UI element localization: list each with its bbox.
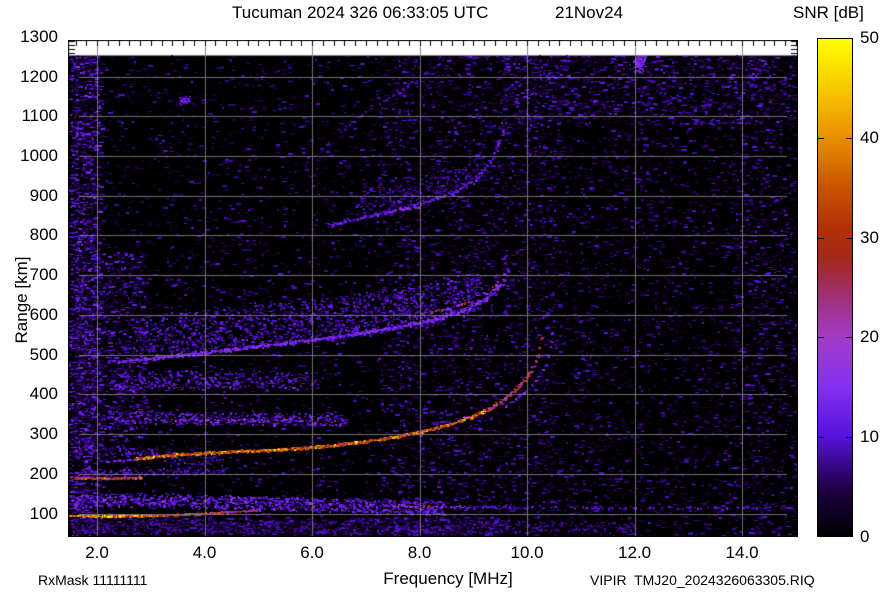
colorbar-tick-mark xyxy=(818,337,824,339)
colorbar-tick-mark xyxy=(846,237,852,239)
colorbar-tick-label: 10 xyxy=(860,427,879,447)
x-tick-label: 6.0 xyxy=(300,543,324,562)
y-tick-label: 500 xyxy=(29,344,58,364)
colorbar-tick-mark xyxy=(818,237,824,239)
y-axis-title: Range [km] xyxy=(12,256,31,344)
y-tick-label: 600 xyxy=(29,304,58,324)
x-tick-label: 4.0 xyxy=(192,543,217,562)
ionogram-canvas xyxy=(68,40,798,537)
y-tick-label: 200 xyxy=(29,463,58,483)
colorbar-tick-mark xyxy=(846,137,852,139)
y-tick-label: 1100 xyxy=(21,106,58,126)
y-tick-label: 800 xyxy=(29,225,58,245)
colorbar-tick-label: 50 xyxy=(860,28,879,47)
colorbar-tick-label: 20 xyxy=(860,327,879,347)
x-axis-title: Frequency [MHz] xyxy=(383,569,513,588)
x-tick-label: 14.0 xyxy=(725,543,759,562)
y-tick-label: 1200 xyxy=(20,66,58,86)
rx-mask-label: RxMask 11111111 xyxy=(38,572,148,588)
colorbar-tick-label: 40 xyxy=(860,127,879,147)
y-tick-label: 1000 xyxy=(20,146,58,165)
colorbar-tick-mark xyxy=(818,437,824,439)
colorbar-tick-mark xyxy=(818,137,824,139)
y-tick-label: 400 xyxy=(29,384,58,404)
y-tick-label: 300 xyxy=(29,424,58,444)
colorbar-tick-label: 30 xyxy=(860,227,879,247)
colorbar xyxy=(817,38,853,537)
x-tick-label: 2.0 xyxy=(85,543,109,562)
x-tick-label: 12.0 xyxy=(618,543,652,562)
file-name-label: VIPIR TMJ20_2024326063305.RIQ xyxy=(590,572,815,588)
colorbar-tick-mark xyxy=(846,337,852,339)
colorbar-title: SNR [dB] xyxy=(793,3,864,22)
y-tick-label: 700 xyxy=(29,265,58,285)
colorbar-tick-mark xyxy=(846,437,852,439)
y-tick-label: 1300 xyxy=(20,26,58,46)
y-tick-label: 100 xyxy=(29,503,58,523)
plot-date: 21Nov24 xyxy=(555,3,624,22)
x-tick-label: 8.0 xyxy=(407,543,432,562)
x-tick-label: 10.0 xyxy=(510,543,544,562)
plot-title: Tucuman 2024 326 06:33:05 UTC xyxy=(232,3,489,22)
colorbar-tick-label: 0 xyxy=(860,527,870,546)
y-tick-label: 900 xyxy=(29,185,58,205)
